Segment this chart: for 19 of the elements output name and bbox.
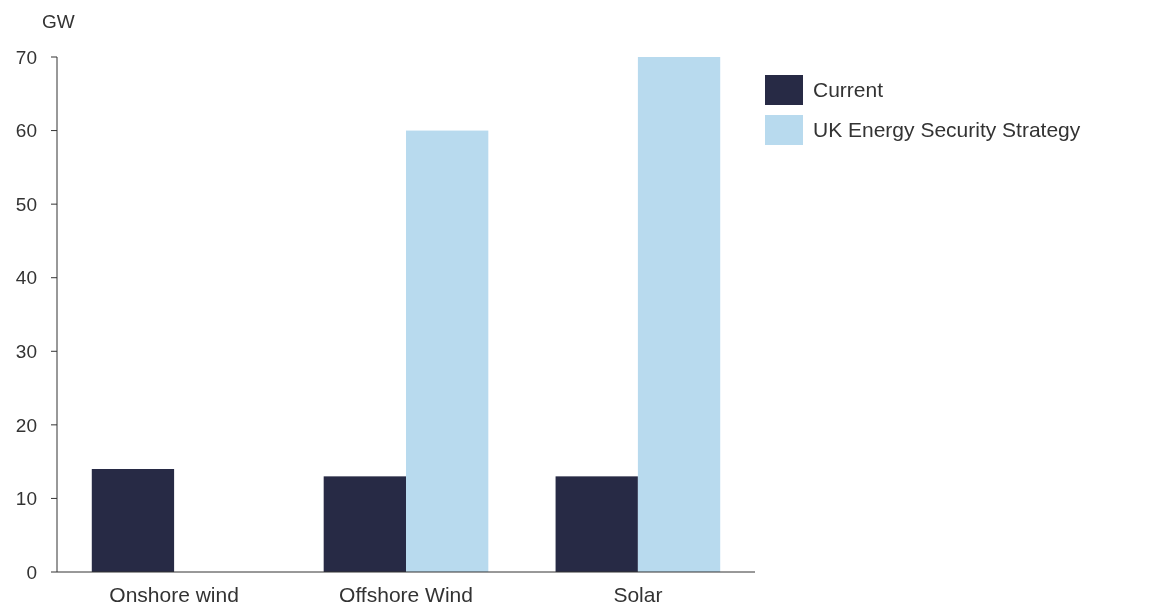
bar [637, 57, 721, 572]
y-tick-label: 30 [15, 340, 37, 362]
y-tick-label: 20 [15, 414, 37, 436]
bar [555, 476, 638, 572]
legend-label: UK Energy Security Strategy [813, 118, 1081, 142]
bar [323, 476, 406, 572]
x-tick-label: Offshore Wind [339, 583, 473, 606]
y-tick-label: 70 [15, 46, 37, 68]
x-tick-label: Onshore wind [109, 583, 239, 606]
x-tick-label: Solar [613, 583, 663, 606]
y-tick-label: 10 [15, 488, 37, 510]
y-tick-label: 50 [15, 193, 37, 215]
y-tick-label: 0 [26, 561, 37, 583]
bar [406, 130, 489, 572]
y-axis-title: GW [42, 11, 75, 32]
bar [91, 469, 175, 572]
y-tick-label: 40 [15, 267, 37, 289]
y-tick-label: 60 [15, 120, 37, 142]
legend-label: Current [813, 78, 884, 102]
